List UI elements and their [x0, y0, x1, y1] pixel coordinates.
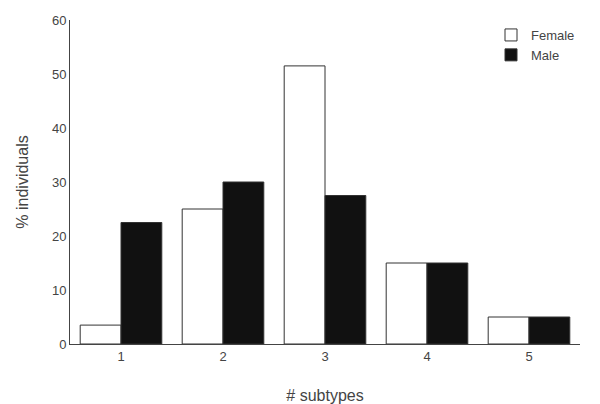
- svg-text:# subtypes: # subtypes: [286, 387, 363, 404]
- svg-text:40: 40: [52, 121, 66, 136]
- svg-text:50: 50: [52, 67, 66, 82]
- svg-text:1: 1: [117, 349, 124, 364]
- svg-text:0: 0: [59, 337, 66, 352]
- svg-text:2: 2: [219, 349, 226, 364]
- svg-text:30: 30: [52, 175, 66, 190]
- svg-text:3: 3: [321, 349, 328, 364]
- svg-text:4: 4: [423, 349, 430, 364]
- svg-text:20: 20: [52, 229, 66, 244]
- svg-text:Male: Male: [531, 48, 559, 63]
- svg-text:% individuals: % individuals: [14, 135, 31, 228]
- svg-text:5: 5: [525, 349, 532, 364]
- svg-text:10: 10: [52, 283, 66, 298]
- svg-text:60: 60: [52, 13, 66, 28]
- svg-text:Female: Female: [531, 28, 574, 43]
